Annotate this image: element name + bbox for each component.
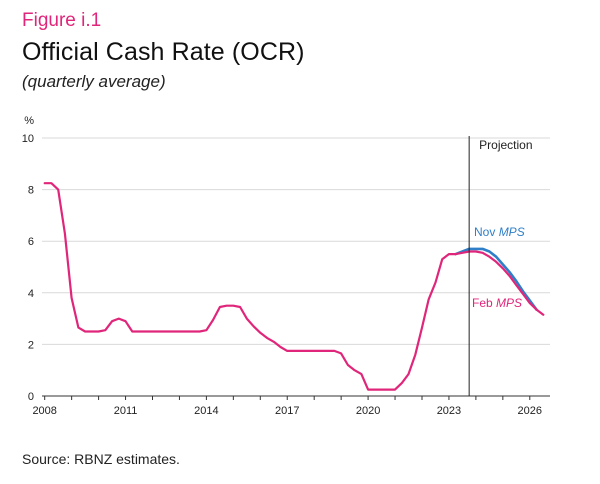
y-axis-unit: % xyxy=(24,115,34,127)
y-tick-label-0: 0 xyxy=(28,391,34,403)
y-tick-label-2: 2 xyxy=(28,339,34,351)
grid-layer xyxy=(42,137,550,345)
x-tick-label-2008: 2008 xyxy=(32,405,56,417)
y-tick-label-10: 10 xyxy=(22,133,34,145)
chart-title: Official Cash Rate (OCR) xyxy=(22,38,305,66)
series-layer xyxy=(43,182,545,391)
series-label-nov: Nov MPS xyxy=(474,225,525,239)
axis-layer xyxy=(42,136,550,400)
x-tick-label-2017: 2017 xyxy=(275,405,299,417)
series-label-feb: Feb MPS xyxy=(472,296,522,310)
y-tick-label-6: 6 xyxy=(28,236,34,248)
projection-label: Projection xyxy=(479,138,532,152)
series-line-feb xyxy=(43,182,545,391)
x-tick-label-2014: 2014 xyxy=(194,405,218,417)
source-note: Source: RBNZ estimates. xyxy=(22,451,180,467)
ocr-chart: 0 2 4 6 8 10% 2008 2011 2014 2017 2020 2023 2026 Proj… xyxy=(22,115,550,417)
y-tick-label-8: 8 xyxy=(28,185,34,197)
x-tick-label-2026: 2026 xyxy=(518,405,542,417)
x-tick-label-2023: 2023 xyxy=(437,405,461,417)
chart-subtitle: (quarterly average) xyxy=(22,72,166,91)
figure-label: Figure i.1 xyxy=(22,10,102,31)
y-tick-label-4: 4 xyxy=(28,288,34,300)
label-layer: 0 2 4 6 8 10% 2008 2011 2014 2017 2020 2023 2026 Proj… xyxy=(22,115,542,417)
x-tick-label-2011: 2011 xyxy=(114,405,138,417)
x-tick-label-2020: 2020 xyxy=(356,405,380,417)
